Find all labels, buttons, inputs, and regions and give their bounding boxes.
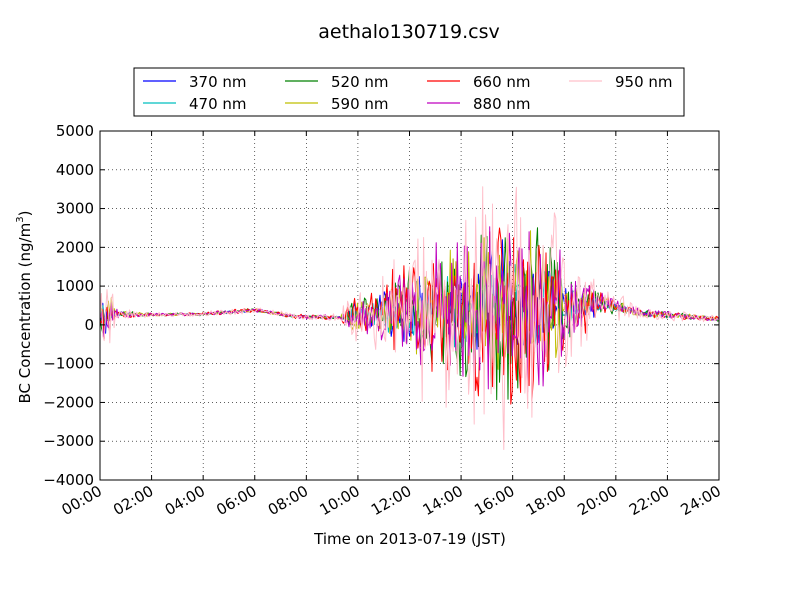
y-axis-label: BC Concentration (ng/m3): [15, 211, 34, 404]
y-tick-label: −1000: [43, 355, 94, 373]
y-tick-label: −2000: [43, 393, 94, 411]
legend-label: 590 nm: [331, 95, 389, 113]
y-tick-label: 1000: [56, 277, 94, 295]
y-axis-label-main: BC Concentration (ng/m: [16, 223, 34, 404]
y-axis-label-superscript: 3: [15, 216, 26, 222]
legend-label: 520 nm: [331, 73, 389, 91]
chart-title: aethalo130719.csv: [318, 21, 500, 43]
legend-box: [133, 67, 685, 117]
y-tick-label: 5000: [56, 122, 94, 140]
x-axis-label: Time on 2013-07-19 (JST): [313, 530, 506, 548]
legend-label: 470 nm: [189, 95, 247, 113]
legend-label: 660 nm: [473, 73, 531, 91]
y-tick-label: 4000: [56, 161, 94, 179]
y-tick-label: −4000: [43, 471, 94, 489]
y-tick-label: 0: [84, 316, 94, 334]
series-line: [100, 186, 719, 450]
y-tick-label: −3000: [43, 432, 94, 450]
legend-label: 950 nm: [615, 73, 673, 91]
legend: 370 nm 470 nm 520 nm 590 nm 660 nm 880 nm 950 …: [133, 67, 685, 117]
y-tick-labels: −4000 −3000 −2000 −1000 0 1000 2000 3000 4000 500…: [43, 122, 94, 489]
y-tick-label: 3000: [56, 200, 94, 218]
axis-ticks: [99, 130, 720, 481]
y-tick-label: 2000: [56, 238, 94, 256]
series-lines: [100, 186, 719, 450]
legend-label: 370 nm: [189, 73, 247, 91]
y-axis-label-end: ): [16, 211, 34, 217]
legend-label: 880 nm: [473, 95, 531, 113]
